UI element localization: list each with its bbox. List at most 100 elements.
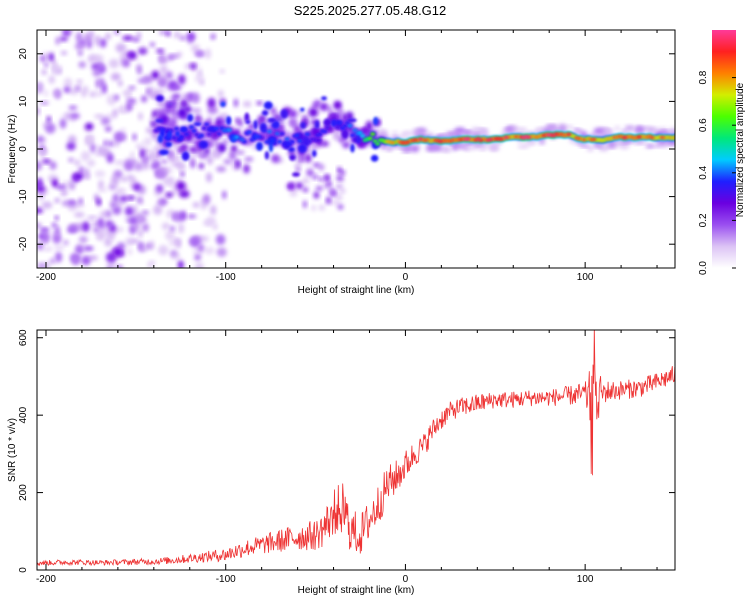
heatmap-cell [274,131,280,136]
heatmap-cell [405,140,411,145]
heatmap-cell [144,136,152,147]
heatmap-cell [37,185,45,193]
heatmap-cell [66,142,76,151]
heatmap-cell [173,126,180,131]
heatmap-cell [280,109,289,119]
heatmap-cell [55,184,67,190]
heatmap-cell [183,132,190,137]
heatmap-cell [263,101,273,110]
heatmap-cell [170,250,178,257]
heatmap-cell [141,210,150,215]
heatmap-cell [37,241,44,251]
heatmap-cell [159,149,169,156]
heatmap-cell [130,239,139,244]
heatmap-cell [375,142,381,146]
heatmap-cell [171,135,177,140]
heatmap-cell [126,90,131,100]
heatmap-cell [78,61,86,69]
colorbar-tick-label: 0.0 [698,261,709,275]
heatmap-cell [190,236,201,248]
heatmap-cell [55,251,63,263]
heatmap-cell [317,132,323,137]
heatmap-cell [104,237,113,247]
heatmap-cell [113,247,123,257]
heatmap-cell [78,166,85,176]
heatmap-cell [493,137,499,141]
heatmap-cell [579,144,590,148]
heatmap-cell [254,134,260,139]
heatmap-cell [412,138,419,142]
heatmap-y-tick-label: -20 [18,237,29,252]
snr-y-tick-label: 400 [18,406,29,423]
heatmap-cell [180,172,185,177]
heatmap-cell [513,134,519,139]
heatmap-cell [39,101,50,105]
heatmap-cell [177,74,186,85]
heatmap-cell [207,97,216,109]
heatmap-cell [91,64,100,69]
heatmap-cell [326,196,331,203]
heatmap-cell [216,166,227,173]
colorbar-label: Normalized spectral amplitude [735,82,746,217]
heatmap-cell [192,202,200,208]
heatmap-cell [287,142,293,146]
heatmap-cell [199,133,205,138]
heatmap-cell [94,114,105,119]
heatmap-cell [324,125,330,130]
heatmap-cell [126,102,132,112]
heatmap-cell [200,80,205,86]
snr-x-tick-label: -200 [36,574,56,585]
heatmap-cell [117,80,123,87]
heatmap-cell [83,246,94,251]
heatmap-cell [190,159,195,169]
snr-x-tick-label: -100 [216,574,236,585]
heatmap-cell [219,69,225,74]
heatmap-cell [206,132,212,137]
heatmap-cell [122,35,134,41]
heatmap-cell [114,160,125,165]
heatmap-cell [194,254,202,261]
heatmap-cell [76,79,83,84]
heatmap-cell [108,58,120,69]
heatmap-cell [302,200,307,209]
heatmap-cell [478,147,487,151]
heatmap-cell [545,124,558,129]
heatmap-cell [165,102,175,107]
heatmap-cell [81,88,87,98]
heatmap-cell [176,148,185,153]
heatmap-cell [154,168,161,178]
heatmap-cell [649,135,655,140]
heatmap-x-tick-label: -200 [36,272,56,283]
heatmap-cell [166,30,171,37]
heatmap-cell [179,190,190,198]
heatmap-cell [136,32,142,38]
heatmap-cell [336,175,344,181]
heatmap-cell [190,63,196,70]
heatmap-cell [372,139,378,143]
heatmap-cell [101,83,107,94]
heatmap-cell [297,139,303,143]
heatmap-cell [295,182,304,190]
heatmap-y-tick-label: 0 [18,146,29,152]
heatmap-cell [235,150,245,155]
heatmap-cell [165,71,173,80]
heatmap-cell [244,157,254,162]
heatmap-cell [624,125,635,131]
heatmap-cell [311,204,317,212]
heatmap-cell [70,252,81,263]
heatmap-cell [178,135,185,139]
heatmap-cell [151,70,160,80]
heatmap-cell [167,130,173,139]
heatmap-cell [195,114,201,124]
colorbar: 0.0 0.2 0.4 0.6 0.8 Normalized spectral ampl… [698,30,746,275]
heatmap-cell [659,135,665,140]
heatmap-cell [165,230,176,241]
heatmap-cell [181,210,186,221]
heatmap-cell [304,153,312,163]
heatmap-cell [347,124,353,128]
heatmap-cell [541,133,547,138]
heatmap-cell [287,146,296,153]
heatmap-cell [365,120,373,131]
heatmap-cell [485,138,492,142]
heatmap-cell [313,162,320,168]
